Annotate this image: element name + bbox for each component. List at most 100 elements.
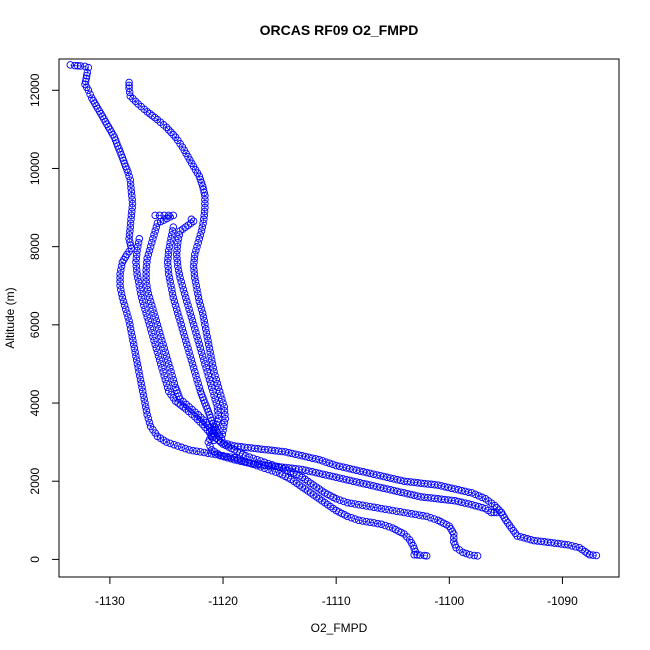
data-point bbox=[164, 246, 173, 255]
data-point bbox=[142, 407, 151, 415]
series-line bbox=[135, 238, 215, 441]
data-point bbox=[434, 481, 442, 489]
data-point bbox=[471, 490, 480, 499]
data-point bbox=[144, 414, 153, 423]
data-point bbox=[589, 551, 597, 559]
data-point bbox=[451, 485, 459, 493]
data-point bbox=[198, 223, 207, 231]
data-point bbox=[149, 332, 157, 341]
data-point bbox=[201, 203, 209, 212]
data-point bbox=[468, 489, 476, 497]
data-point bbox=[143, 411, 151, 419]
data-point bbox=[359, 468, 368, 476]
data-point bbox=[153, 321, 162, 329]
data-point bbox=[352, 478, 361, 486]
data-point bbox=[117, 266, 125, 274]
data-point bbox=[291, 450, 300, 458]
data-point bbox=[411, 510, 420, 519]
data-point bbox=[126, 321, 134, 329]
series-line bbox=[128, 82, 597, 556]
data-point bbox=[134, 238, 143, 247]
data-point bbox=[502, 516, 510, 525]
data-point bbox=[174, 266, 183, 274]
data-point bbox=[165, 274, 174, 282]
data-point bbox=[126, 227, 134, 235]
data-point bbox=[332, 495, 340, 503]
data-point bbox=[407, 510, 416, 518]
data-point bbox=[148, 238, 156, 247]
data-point bbox=[164, 262, 172, 270]
data-point bbox=[143, 254, 151, 263]
data-point bbox=[366, 518, 374, 527]
x-tick-label: -1130 bbox=[95, 594, 125, 608]
data-point bbox=[196, 448, 205, 456]
data-point bbox=[152, 223, 161, 231]
data-point bbox=[201, 199, 209, 208]
data-point bbox=[125, 172, 133, 181]
data-point bbox=[143, 108, 151, 116]
data-point bbox=[390, 486, 398, 495]
data-point bbox=[159, 340, 167, 349]
data-point bbox=[169, 223, 178, 231]
data-point bbox=[474, 502, 483, 511]
data-point bbox=[84, 63, 93, 72]
data-point bbox=[204, 340, 213, 349]
data-point bbox=[379, 484, 388, 493]
data-point bbox=[194, 293, 203, 302]
data-point bbox=[142, 278, 150, 286]
data-point bbox=[125, 231, 134, 239]
data-point bbox=[356, 467, 364, 475]
data-point bbox=[200, 215, 208, 224]
data-point bbox=[198, 352, 207, 360]
data-point bbox=[197, 227, 206, 235]
data-point bbox=[410, 491, 418, 500]
data-point bbox=[204, 371, 213, 380]
data-point bbox=[312, 468, 320, 477]
data-point bbox=[352, 466, 361, 475]
data-point bbox=[116, 278, 124, 286]
data-point bbox=[148, 328, 156, 337]
data-point bbox=[160, 371, 168, 380]
data-point bbox=[335, 462, 344, 471]
data-point bbox=[150, 231, 158, 239]
data-point bbox=[196, 175, 205, 184]
data-point bbox=[200, 207, 209, 216]
data-point bbox=[137, 293, 146, 302]
data-point bbox=[308, 454, 317, 462]
data-point bbox=[138, 383, 146, 392]
data-point bbox=[355, 500, 363, 509]
data-point bbox=[142, 266, 150, 274]
data-point bbox=[192, 371, 200, 380]
data-point bbox=[150, 336, 158, 345]
data-point bbox=[153, 219, 162, 227]
data-point bbox=[385, 523, 393, 531]
data-point bbox=[173, 258, 182, 267]
data-point bbox=[191, 325, 199, 333]
data-point bbox=[116, 281, 124, 290]
data-point bbox=[141, 305, 149, 313]
data-point bbox=[339, 463, 347, 471]
data-point bbox=[162, 438, 171, 446]
data-point bbox=[194, 238, 202, 247]
data-point bbox=[177, 321, 185, 329]
series-1 bbox=[66, 61, 431, 560]
data-point bbox=[140, 301, 148, 310]
series-5 bbox=[132, 235, 218, 444]
data-point bbox=[127, 328, 136, 337]
data-point bbox=[465, 550, 474, 559]
data-point bbox=[318, 457, 327, 465]
data-point bbox=[163, 258, 172, 267]
data-point bbox=[358, 517, 367, 525]
data-point bbox=[118, 258, 127, 267]
data-point bbox=[200, 317, 208, 325]
data-point bbox=[144, 250, 153, 259]
data-point bbox=[359, 479, 368, 488]
data-point bbox=[336, 496, 344, 504]
data-point bbox=[125, 317, 133, 325]
data-point bbox=[158, 336, 166, 345]
data-point bbox=[202, 328, 211, 337]
data-point bbox=[172, 250, 181, 259]
data-point bbox=[325, 459, 334, 467]
data-point bbox=[195, 297, 204, 306]
data-point bbox=[366, 481, 374, 489]
